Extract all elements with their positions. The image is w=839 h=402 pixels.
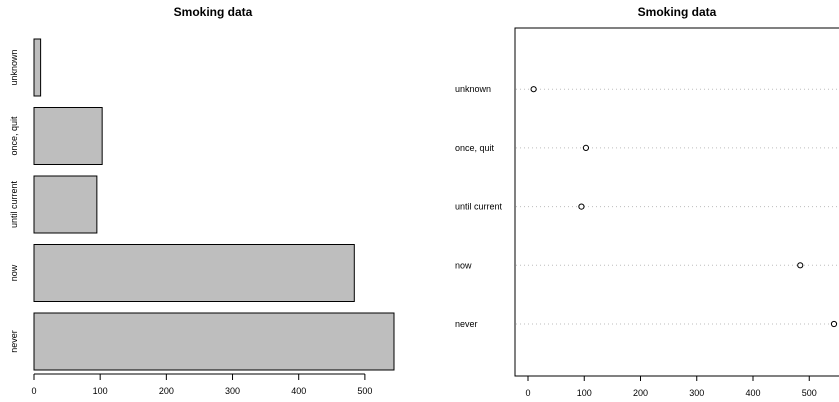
dot-x-tick-label-200: 200: [633, 388, 648, 398]
dot-x-tick-label-300: 300: [689, 388, 704, 398]
dot-chart-grid: [516, 88, 839, 325]
dot-point-unknown: [530, 86, 537, 93]
dot-chart-category-labels: never now until current once, quit unknown: [455, 84, 503, 329]
dot-category-label-until-current: until current: [455, 202, 503, 212]
bar-x-tick-label-500: 500: [357, 386, 372, 396]
dot-category-label-unknown: unknown: [455, 84, 491, 94]
bar-x-tick-label-400: 400: [291, 386, 306, 396]
dot-point-now: [797, 262, 804, 269]
bar-category-label-once-quit: once, quit: [9, 116, 19, 156]
dot-x-tick-label-400: 400: [745, 388, 760, 398]
dot-chart-title: Smoking data: [638, 5, 717, 19]
bar-category-label-now: now: [9, 264, 19, 281]
dot-x-tick-label-0: 0: [525, 388, 530, 398]
bar-never: [33, 312, 395, 371]
bar-until-current: [33, 175, 98, 234]
dot-category-label-once-quit: once, quit: [455, 143, 495, 153]
bar-category-label-unknown: unknown: [9, 49, 19, 85]
bar-x-tick-label-100: 100: [93, 386, 108, 396]
bar-once-quit: [33, 107, 103, 165]
bar-x-tick-label-0: 0: [31, 386, 36, 396]
dot-point-never: [830, 320, 838, 328]
bar-category-label-never: never: [9, 330, 19, 353]
bar-chart-title: Smoking data: [174, 5, 253, 19]
dot-chart: Smoking data never now until current once, …: [455, 5, 839, 398]
bar-category-label-until-current: until current: [9, 180, 19, 228]
bar-x-tick-label-300: 300: [225, 386, 240, 396]
dot-x-tick-label-500: 500: [802, 388, 817, 398]
dot-point-once-quit: [582, 144, 590, 151]
dot-point-until-current: [578, 203, 585, 210]
bar-x-tick-label-200: 200: [159, 386, 174, 396]
bar-chart-x-axis: 0 100 200 300 400 500: [31, 373, 372, 396]
bar-now: [33, 244, 355, 302]
bar-unknown: [33, 38, 42, 97]
dot-x-tick-label-100: 100: [577, 388, 592, 398]
bar-chart-category-labels: never now until current once, quit unknown: [9, 49, 19, 352]
dot-category-label-now: now: [455, 260, 472, 270]
dot-chart-points: [530, 86, 838, 328]
bar-chart: Smoking data never now until current once, …: [9, 5, 395, 396]
bar-chart-bars: [33, 38, 395, 371]
dot-chart-x-axis: 0 100 200 300 400 500: [525, 375, 817, 398]
dot-category-label-never: never: [455, 319, 478, 329]
